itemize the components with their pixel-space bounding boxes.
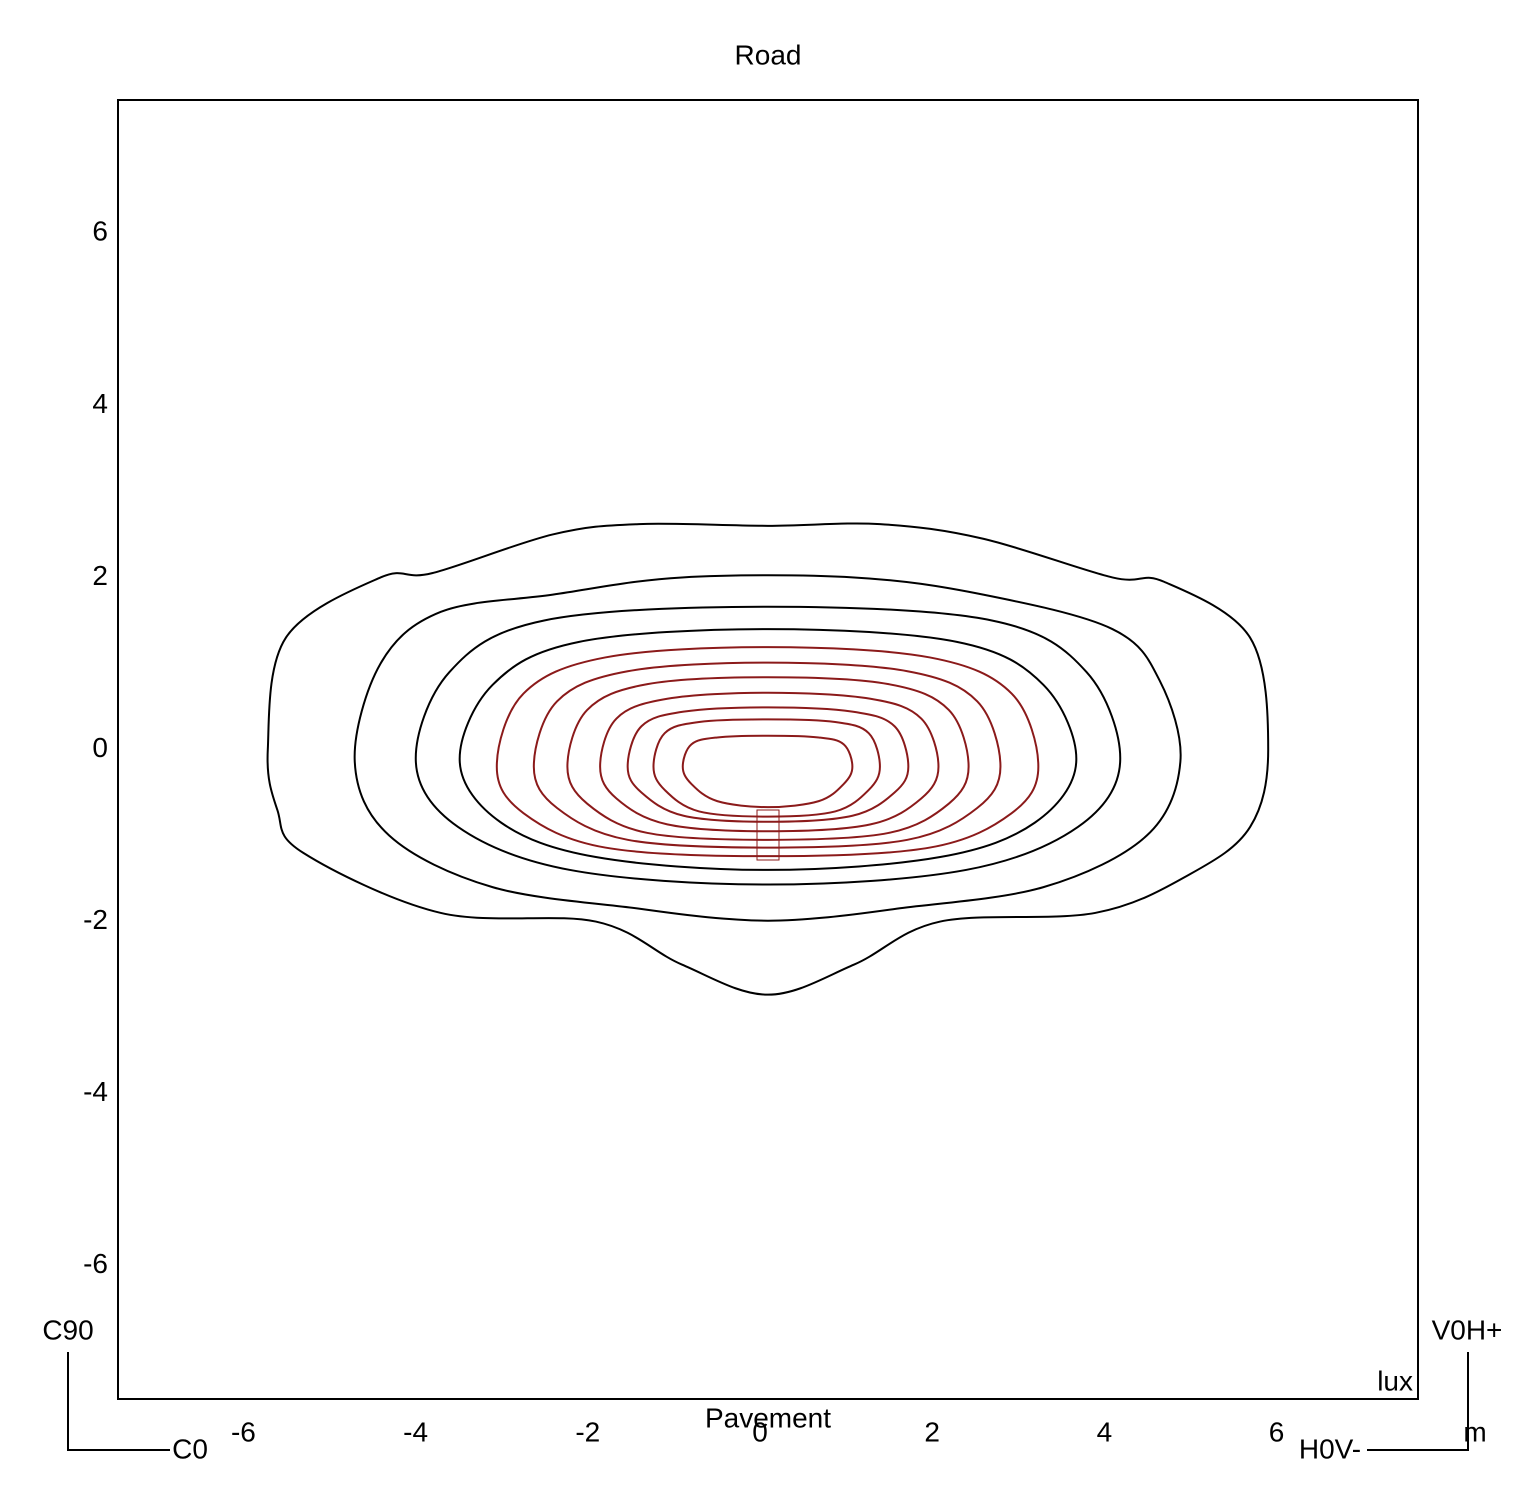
plot-frame: [117, 99, 1419, 1400]
x-tick-label: -4: [403, 1416, 428, 1447]
luminaire: [756, 809, 780, 861]
x-tick-label: 4: [1097, 1416, 1113, 1447]
isolux-contour: [266, 522, 1270, 996]
x-tick-label: 6: [1269, 1416, 1285, 1447]
y-tick-label: -2: [83, 904, 108, 935]
y-tick-label: 4: [92, 388, 108, 419]
v0h-label: V0H+: [1432, 1314, 1503, 1345]
isolux-contour: [681, 734, 854, 809]
c90-label: C90: [42, 1314, 93, 1345]
isolux-contour: [626, 706, 910, 823]
isolux-contour: [566, 676, 970, 841]
unit-label: lux: [1377, 1365, 1413, 1396]
isolux-contour: [458, 628, 1078, 871]
isolux-contour: [652, 718, 881, 818]
y-tick-label: -6: [83, 1248, 108, 1279]
x-tick-label: 0: [752, 1416, 768, 1447]
c0-label: C0: [172, 1433, 208, 1464]
y-tick-label: 2: [92, 560, 108, 591]
y-tick-label: 0: [92, 732, 108, 763]
y-tick-label: -4: [83, 1076, 108, 1107]
chart-title: Road: [735, 39, 802, 70]
contour-group: [266, 522, 1270, 996]
isolux-contour: [353, 574, 1182, 922]
x-axis-label: Pavement: [705, 1402, 831, 1433]
isolux-contour: [414, 605, 1122, 886]
x-tick-label: -2: [575, 1416, 600, 1447]
isolux-contour: [532, 661, 1002, 849]
orientation-symbol: [1367, 1352, 1469, 1451]
isolux-contour: [495, 646, 1040, 858]
x-tick-label: -6: [231, 1416, 256, 1447]
y-tick-label: 6: [92, 216, 108, 247]
isolux-contour: [599, 691, 940, 833]
orientation-symbol: [67, 1352, 170, 1451]
h0v-label: H0V-: [1299, 1433, 1361, 1464]
x-tick-label: 2: [924, 1416, 940, 1447]
length-unit: m: [1463, 1416, 1486, 1447]
